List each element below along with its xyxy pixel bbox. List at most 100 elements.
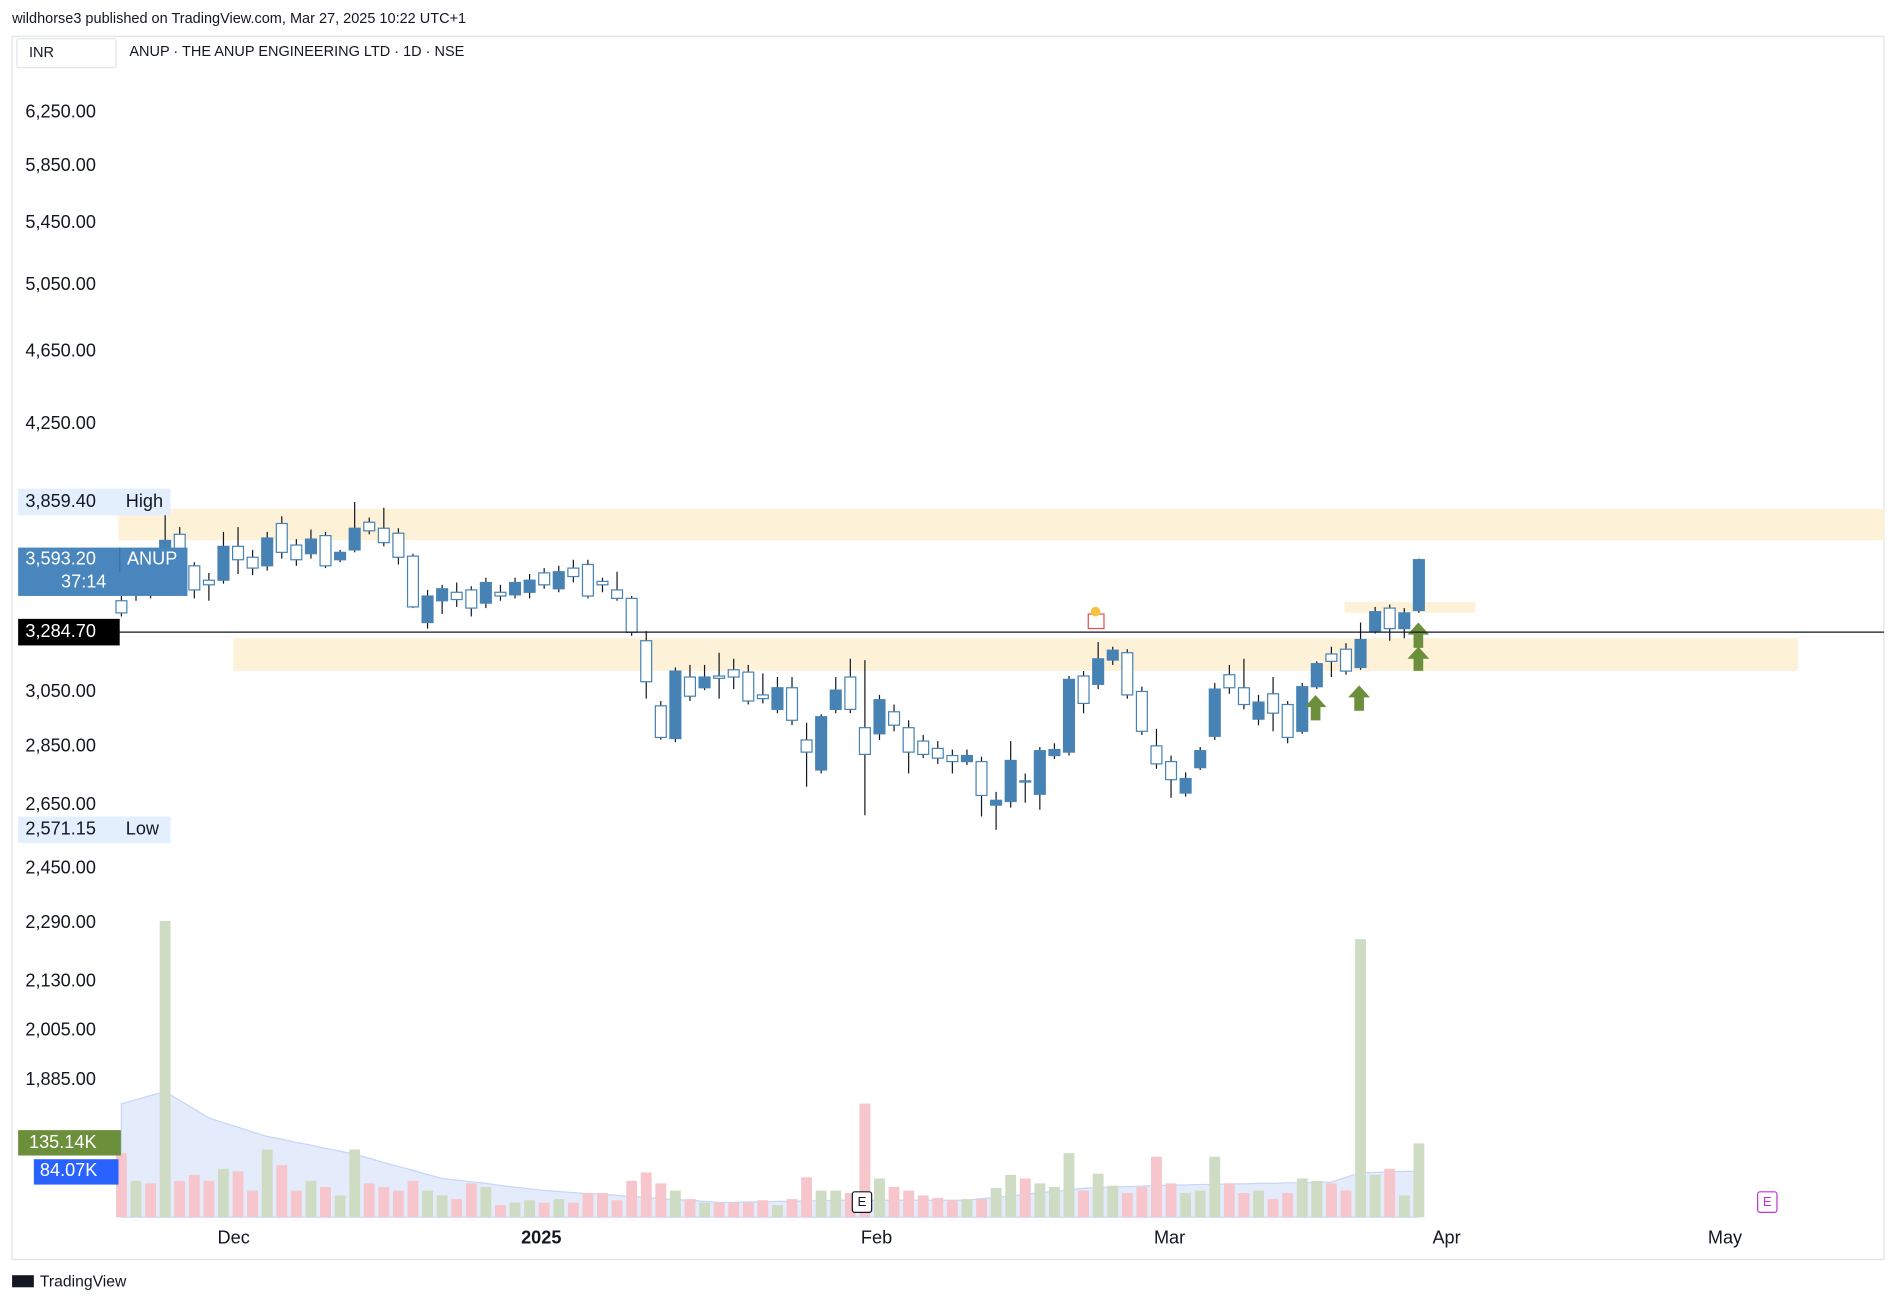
volume-bar — [1194, 1190, 1206, 1218]
volume-bar — [495, 1205, 506, 1218]
volume-pane — [115, 921, 1425, 1218]
low-value: 2,571.15 — [25, 819, 96, 839]
volume-bar — [1136, 1186, 1148, 1218]
candle-body — [202, 579, 215, 586]
volume-bar — [203, 1180, 215, 1218]
volume-bar — [1384, 1168, 1396, 1218]
volume-bar — [407, 1180, 419, 1218]
volume-bar — [859, 1103, 871, 1218]
y-tick-label: 2,850.00 — [25, 736, 96, 756]
volume-bar — [917, 1195, 929, 1218]
publisher: wildhorse3 published on TradingView.com,… — [11, 11, 466, 27]
volume-bar — [626, 1180, 638, 1218]
volume-bar — [392, 1190, 404, 1218]
volume-bar — [436, 1195, 448, 1218]
last-price-box — [18, 547, 188, 596]
candle-body — [1194, 750, 1207, 769]
candle-body — [1252, 701, 1265, 720]
volume-bar — [480, 1186, 492, 1218]
arrow — [1407, 622, 1430, 648]
price-line-box — [18, 618, 120, 646]
arrow — [1407, 646, 1430, 671]
candles — [115, 502, 1425, 830]
volume-bar — [1005, 1174, 1017, 1218]
volume-bar — [232, 1171, 244, 1218]
arrow — [1304, 695, 1327, 721]
candle-body — [785, 687, 799, 721]
candle-body — [450, 591, 463, 601]
candle-body — [1281, 703, 1294, 739]
volume-bar — [130, 1180, 142, 1218]
volume-bar — [538, 1202, 550, 1218]
candle-body — [1077, 675, 1090, 705]
volume-bar — [830, 1190, 842, 1218]
volume-bar — [786, 1199, 798, 1218]
volume-bar — [1325, 1183, 1337, 1218]
y-tick-label: 4,650.00 — [25, 340, 96, 360]
candle-body — [756, 694, 769, 700]
zones — [118, 508, 1884, 671]
candle-body — [1092, 658, 1105, 685]
candle-body — [742, 671, 755, 702]
volume-bar — [1340, 1190, 1352, 1218]
candle-body — [1033, 750, 1046, 795]
volume-bar — [349, 1149, 361, 1218]
y-tick-label: 5,050.00 — [25, 274, 96, 294]
candle-body — [246, 556, 259, 569]
volume-bar — [290, 1190, 302, 1218]
x-tick-label: May — [1708, 1228, 1743, 1248]
volume-bar — [1238, 1193, 1250, 1218]
volume-bar — [757, 1200, 769, 1218]
y-tick-label: 6,250.00 — [25, 102, 96, 122]
y-tick-label: 2,005.00 — [25, 1019, 96, 1039]
volume-bar — [378, 1186, 390, 1218]
candle-body — [538, 572, 551, 586]
volume-bar — [844, 1193, 856, 1218]
x-tick-label: Mar — [1154, 1228, 1185, 1248]
candle-body — [567, 567, 580, 578]
candle-body — [319, 535, 332, 567]
volume-bar — [1413, 1143, 1425, 1218]
volume-ma-label-box — [33, 1159, 119, 1185]
candle-body — [494, 591, 507, 597]
volume-bar — [334, 1195, 346, 1218]
candle-body — [348, 527, 361, 551]
volume-bar — [582, 1193, 594, 1218]
volume-bar — [801, 1177, 813, 1218]
candle-body — [975, 760, 988, 797]
candle-body — [727, 669, 740, 678]
volume-bar — [1209, 1156, 1221, 1218]
symbol-title: ANUP · THE ANUP ENGINEERING LTD · 1D · N… — [129, 44, 464, 60]
volume-bar — [1311, 1180, 1323, 1218]
volume-bar — [1398, 1195, 1410, 1218]
currency-box[interactable] — [16, 38, 117, 69]
candle-body — [1383, 607, 1396, 630]
y-tick-label: 5,450.00 — [25, 212, 96, 232]
candle-body — [654, 705, 667, 739]
volume-label: 135.14K — [29, 1132, 97, 1152]
candle-body — [596, 580, 609, 586]
candle-body — [1019, 780, 1032, 783]
volume-bar — [1078, 1190, 1090, 1218]
frame — [11, 35, 1885, 1261]
candle-body — [1062, 678, 1076, 753]
volume-bar — [1121, 1193, 1133, 1218]
x-tick-label: Dec — [218, 1228, 250, 1248]
currency[interactable]: INR — [29, 45, 54, 61]
volume-bar — [1282, 1193, 1294, 1218]
volume-bar — [640, 1172, 652, 1218]
x-tick-label: Feb — [861, 1228, 892, 1248]
candle-body — [858, 727, 871, 756]
candle-body — [1310, 663, 1323, 688]
candle-body — [844, 676, 857, 710]
candle-body — [815, 716, 828, 771]
volume-bar — [903, 1190, 915, 1218]
volume-bar — [247, 1190, 259, 1218]
volume-bar — [320, 1186, 331, 1218]
candle-body — [917, 740, 930, 756]
volume-bar — [553, 1199, 565, 1218]
candle-body — [771, 687, 784, 710]
volume-bar — [1048, 1186, 1060, 1218]
